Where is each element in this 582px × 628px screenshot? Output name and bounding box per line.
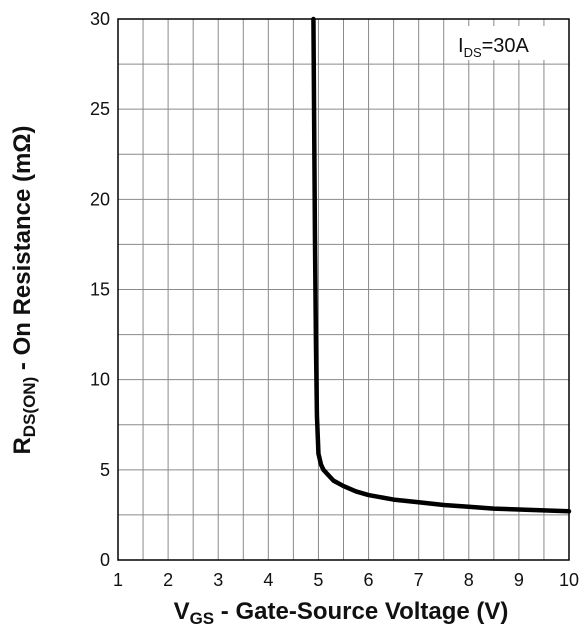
x-tick-label: 9 (514, 570, 524, 590)
y-tick-labels: 0 5 10 15 20 25 30 (90, 9, 110, 570)
svg-text:IDS=30A: IDS=30A (458, 35, 530, 60)
annotation-rest: =30A (482, 35, 530, 57)
x-tick-label: 3 (213, 570, 223, 590)
series-line (311, 16, 572, 514)
x-axis-title-rest: - Gate-Source Voltage (V) (214, 598, 508, 625)
x-axis-title-main: V (174, 598, 190, 625)
annotation-label: IDS=30A (446, 26, 550, 60)
x-tick-label: 7 (414, 570, 424, 590)
y-axis-title-main: R (9, 437, 36, 454)
y-tick-label: 5 (100, 460, 110, 480)
y-tick-label: 0 (100, 550, 110, 570)
annotation-background (446, 26, 550, 60)
x-tick-label: 2 (163, 570, 173, 590)
x-tick-label: 1 (113, 570, 123, 590)
x-tick-labels: 1 2 3 4 5 6 7 8 9 10 (113, 570, 579, 590)
y-axis-title-rest: - On Resistance (mΩ) (9, 125, 36, 376)
x-tick-label: 6 (364, 570, 374, 590)
annotation-sub: DS (464, 45, 482, 60)
y-tick-label: 30 (90, 9, 110, 29)
y-tick-label: 25 (90, 99, 110, 119)
x-tick-label: 4 (263, 570, 273, 590)
y-tick-label: 10 (90, 370, 110, 390)
y-tick-label: 15 (90, 280, 110, 300)
x-axis-title-sub: GS (190, 609, 215, 628)
x-tick-label: 8 (464, 570, 474, 590)
series-lines (311, 16, 572, 514)
y-axis-title: RDS(ON) - On Resistance (mΩ) (9, 125, 39, 454)
y-tick-label: 20 (90, 189, 110, 209)
y-axis-title-sub: DS(ON) (20, 377, 39, 437)
annotation-main: I (458, 35, 464, 57)
x-axis-title: VGS - Gate-Source Voltage (V) (174, 598, 509, 628)
x-tick-label: 10 (559, 570, 579, 590)
x-tick-label: 5 (313, 570, 323, 590)
plot-area-frame (117, 18, 570, 561)
grid-lines (117, 18, 570, 561)
